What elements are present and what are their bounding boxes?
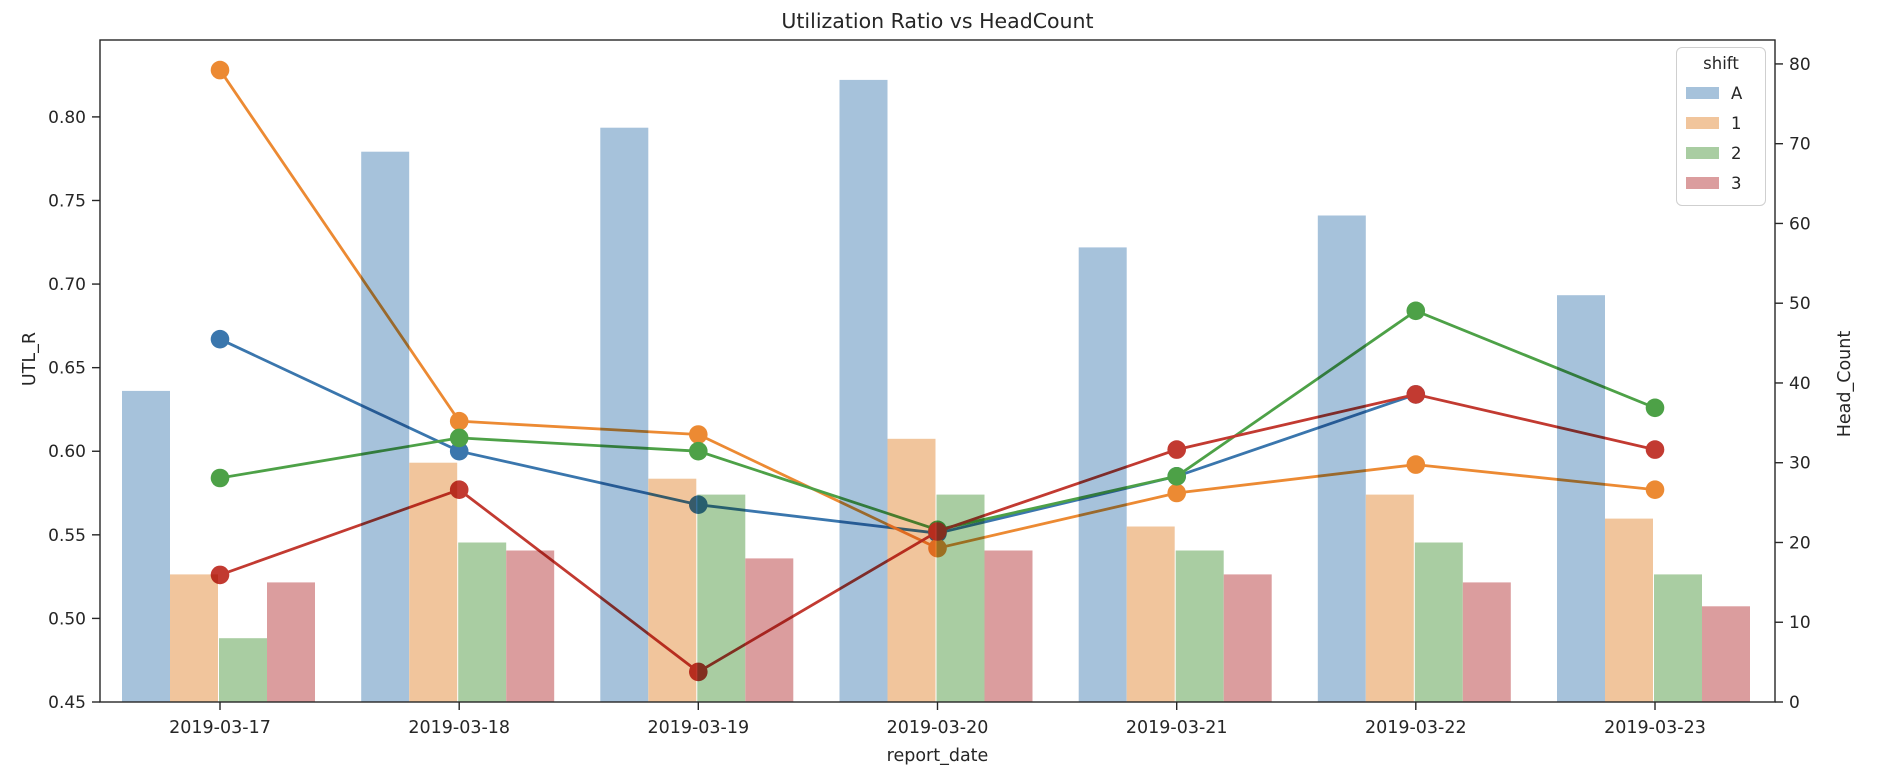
y-tick-label-left: 0.75	[48, 192, 86, 212]
legend-entry-label: A	[1731, 83, 1743, 103]
y-tick-label-right: 10	[1789, 613, 1811, 633]
marker-shift-3	[689, 662, 708, 682]
bar-shift-2	[458, 542, 507, 702]
y-tick-label-right: 70	[1789, 135, 1811, 155]
marker-shift-3	[928, 522, 947, 541]
bar-shift-3	[984, 550, 1033, 702]
bar-shift-A	[839, 79, 888, 702]
bar-shift-1	[170, 574, 218, 702]
y-tick-label-left: 0.70	[48, 275, 86, 295]
y-tick-label-left: 0.50	[48, 609, 86, 629]
y-tick-label-right: 40	[1789, 374, 1811, 394]
marker-shift-2	[210, 468, 230, 488]
y-tick-label-left: 0.80	[48, 108, 86, 128]
marker-shift-2	[1406, 301, 1426, 321]
bar-shift-1	[1365, 494, 1414, 702]
y-tick-label-right: 30	[1789, 454, 1811, 474]
marker-shift-3	[1645, 440, 1665, 459]
marker-shift-3	[210, 565, 230, 585]
bar-shift-1	[887, 438, 936, 702]
bar-shift-3	[1462, 582, 1511, 702]
bar-shift-A	[600, 127, 649, 702]
y-tick-label-left: 0.60	[48, 442, 86, 462]
y-axis-label-left: UTL_R	[20, 331, 40, 387]
bar-shift-2	[1414, 542, 1463, 702]
marker-shift-1	[928, 538, 947, 558]
legend-entry-label: 1	[1731, 113, 1742, 133]
y-tick-label-right: 20	[1789, 534, 1811, 554]
y-tick-label-right: 80	[1789, 55, 1811, 75]
bar-shift-3	[1702, 606, 1750, 702]
bar-shift-3	[1223, 574, 1272, 702]
marker-shift-A	[210, 329, 230, 349]
marker-shift-1	[1406, 455, 1426, 474]
bar-shift-2	[219, 638, 267, 702]
marker-shift-2	[449, 428, 469, 448]
bar-shift-3	[267, 582, 315, 702]
legend: shift A 1 2 3	[1676, 47, 1766, 206]
marker-shift-2	[1645, 398, 1665, 418]
bar-shift-A	[122, 390, 170, 702]
y-tick-label-left: 0.45	[48, 693, 86, 713]
y-tick-label-right: 60	[1789, 214, 1811, 234]
x-tick-label: 2019-03-22	[1365, 718, 1467, 738]
marker-shift-2	[689, 441, 708, 461]
marker-shift-1	[1645, 480, 1665, 500]
chart-title: Utilization Ratio vs HeadCount	[781, 9, 1094, 33]
marker-shift-3	[1167, 440, 1186, 459]
legend-entries: A 1 2 3	[1677, 78, 1765, 198]
legend-entry-2: 2	[1677, 138, 1765, 168]
marker-shift-1	[689, 425, 708, 444]
legend-entry-A: A	[1677, 78, 1765, 108]
legend-entry-label: 3	[1731, 173, 1742, 193]
bar-shift-1	[409, 462, 458, 702]
bar-shift-A	[1557, 295, 1605, 702]
marker-shift-3	[449, 480, 469, 500]
legend-entry-1: 1	[1677, 108, 1765, 138]
marker-shift-1	[210, 60, 230, 80]
x-tick-label: 2019-03-17	[169, 718, 271, 738]
bar-shift-1	[1605, 518, 1653, 702]
bar-shift-1	[1126, 526, 1175, 702]
legend-patch	[1686, 117, 1719, 129]
marker-shift-1	[449, 411, 469, 431]
y-axis-label-right: Head_Count	[1835, 330, 1855, 438]
marker-shift-1	[1167, 483, 1186, 503]
bar-shift-2	[1654, 574, 1702, 702]
legend-patch	[1686, 87, 1719, 99]
y-tick-label-left: 0.55	[48, 526, 86, 546]
y-tick-label-right: 0	[1789, 693, 1800, 713]
marker-shift-3	[1406, 385, 1426, 404]
y-tick-label-right: 50	[1789, 294, 1811, 314]
legend-entry-label: 2	[1731, 143, 1742, 163]
bar-shift-1	[648, 478, 697, 702]
x-tick-label: 2019-03-19	[647, 718, 749, 738]
bar-shift-2	[1175, 550, 1224, 702]
line-shift-A	[219, 337, 1417, 535]
marker-shift-A	[449, 441, 469, 461]
bar-shift-3	[506, 550, 555, 702]
x-tick-label: 2019-03-20	[887, 718, 989, 738]
x-tick-label: 2019-03-18	[408, 718, 510, 738]
x-tick-label: 2019-03-21	[1126, 718, 1228, 738]
marker-shift-A	[689, 495, 708, 514]
legend-entry-3: 3	[1677, 168, 1765, 198]
legend-title: shift	[1703, 54, 1739, 73]
marker-shift-2	[1167, 467, 1186, 486]
legend-patch	[1686, 177, 1719, 189]
legend-patch	[1686, 147, 1719, 159]
bar-shift-A	[361, 151, 410, 702]
x-axis-label: report_date	[886, 746, 989, 766]
y-tick-label-left: 0.65	[48, 359, 86, 379]
x-tick-label: 2019-03-23	[1604, 718, 1706, 738]
bar-shift-A	[1317, 215, 1366, 702]
